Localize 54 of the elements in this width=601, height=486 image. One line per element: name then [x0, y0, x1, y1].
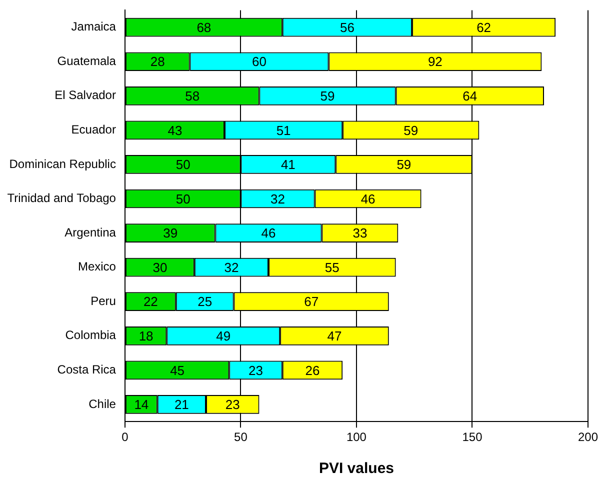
data-label: 28	[150, 54, 165, 70]
data-label: 56	[340, 20, 354, 35]
data-label: 46	[261, 226, 276, 241]
y-tick-label: Guatemala	[57, 54, 116, 68]
data-label: 68	[196, 20, 212, 35]
data-label: 43	[168, 122, 182, 138]
y-tick-label: Chile	[88, 396, 116, 411]
y-tick-label: Dominican Republic	[9, 156, 116, 171]
y-tick-label: Costa Rica	[57, 362, 116, 376]
y-tick-label: Jamaica	[71, 20, 116, 34]
data-label: 18	[138, 328, 154, 344]
data-label: 30	[152, 260, 168, 275]
y-tick-label: Peru	[90, 294, 116, 308]
data-label: 92	[428, 54, 442, 70]
data-label: 23	[225, 397, 240, 412]
data-label: 50	[176, 157, 190, 172]
data-label: 32	[270, 191, 285, 206]
y-tick-label: Mexico	[78, 260, 116, 274]
x-tick-label: 0	[122, 430, 129, 444]
data-label: 45	[170, 362, 185, 378]
data-label: 47	[327, 328, 342, 344]
data-label: 26	[305, 362, 320, 378]
y-tick-label: Colombia	[65, 328, 116, 342]
x-tick-label: 50	[234, 430, 248, 444]
data-label: 21	[174, 397, 189, 412]
data-label: 59	[320, 88, 335, 104]
data-label: 59	[396, 157, 412, 172]
data-label: 39	[163, 226, 178, 241]
data-label: 50	[176, 191, 190, 206]
data-label: 55	[324, 260, 340, 275]
data-label: 60	[252, 54, 266, 70]
data-label: 41	[280, 157, 296, 172]
data-label: 33	[352, 226, 368, 241]
data-label: 59	[404, 122, 418, 138]
y-tick-label: Trinidad and Tobago	[7, 191, 116, 206]
data-label: 25	[198, 294, 212, 310]
x-tick-label: 200	[578, 430, 598, 444]
data-label: 23	[248, 362, 264, 378]
data-label: 62	[476, 20, 492, 35]
x-tick-label: 150	[462, 430, 483, 444]
y-tick-label: Ecuador	[71, 122, 116, 137]
data-label: 49	[216, 328, 231, 344]
y-tick-label: El Salvador	[54, 88, 116, 102]
data-label: 67	[304, 294, 319, 310]
x-tick-label: 100	[346, 430, 367, 444]
data-label: 32	[224, 260, 239, 275]
data-label: 64	[462, 88, 478, 104]
data-label: 22	[143, 294, 158, 310]
y-tick-label: Argentina	[64, 225, 116, 240]
data-label: 51	[276, 122, 291, 138]
data-label: 46	[360, 191, 376, 206]
x-axis-title: PVI values	[318, 460, 394, 478]
data-label: 14	[134, 397, 149, 412]
data-label: 58	[185, 88, 200, 104]
